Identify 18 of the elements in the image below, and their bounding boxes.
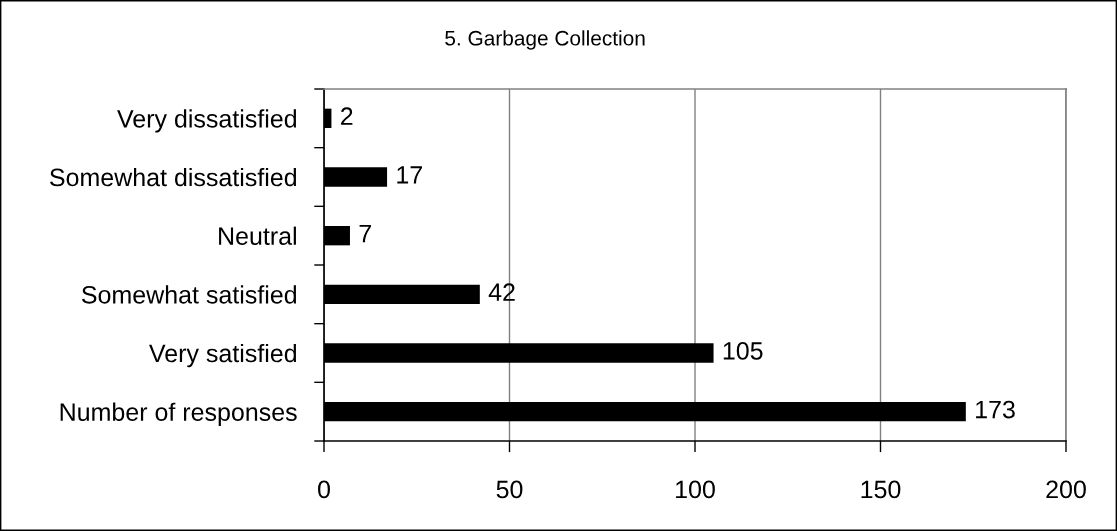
y-tick-label: Somewhat satisfied [81,285,297,304]
y-tick-label: Number of responses [60,402,297,426]
data-label: 173 [976,400,1015,419]
x-tick-label: 50 [496,480,523,499]
data-label: 7 [359,224,371,243]
y-tick-label: Somewhat dissatisfied [50,167,297,187]
data-label: 105 [723,342,763,360]
data-label: 42 [488,283,515,301]
x-tick-label: 150 [861,480,901,499]
x-tick-label: 100 [676,480,715,499]
y-tick-label: Neutral [219,226,296,245]
x-tick-label: 200 [1046,480,1086,499]
data-label: 2 [341,107,353,125]
data-label: 17 [397,166,422,184]
y-tick-label: Very satisfied [149,343,297,368]
x-tick-label: 0 [318,480,330,499]
chart-title: 5. Garbage Collection [445,30,645,50]
y-tick-label: Very dissatisfied [117,109,297,133]
